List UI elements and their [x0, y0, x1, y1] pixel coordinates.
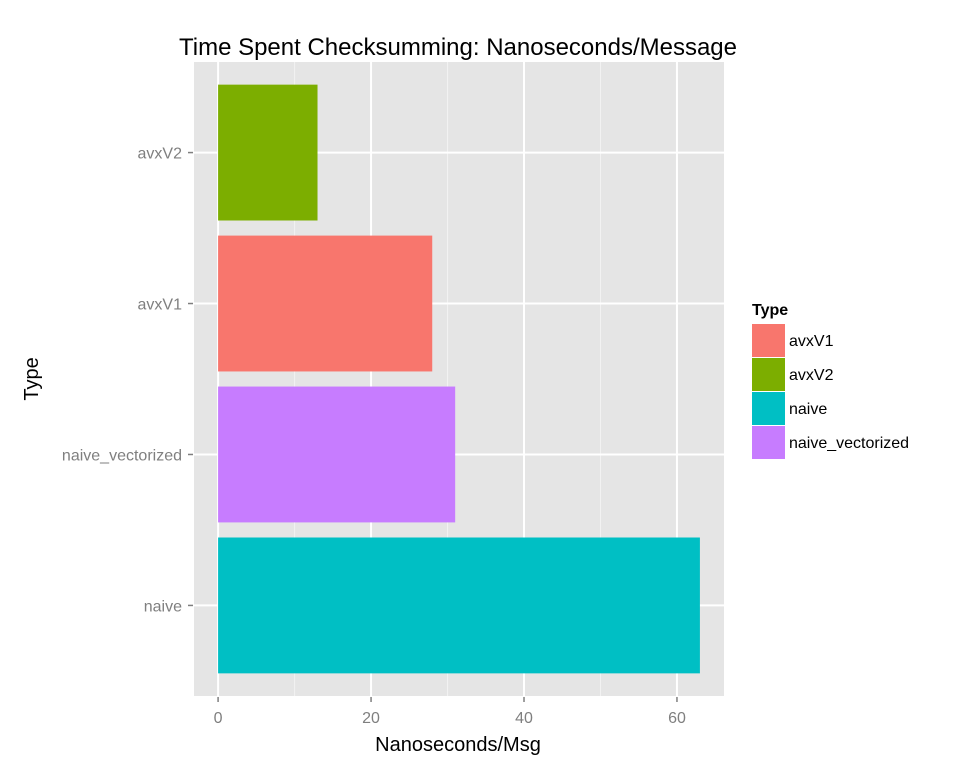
bars	[218, 84, 700, 674]
legend-label: naive	[789, 401, 827, 418]
legend-label: avxV1	[789, 333, 834, 350]
bar-naive_vectorized	[218, 386, 456, 523]
legend-key-naive	[752, 392, 785, 425]
y-tick-label: naive_vectorized	[62, 447, 182, 464]
legend-key-avxV1	[752, 324, 785, 357]
legend-label: avxV2	[789, 367, 834, 384]
y-tick-label: avxV1	[138, 297, 183, 314]
x-axis: 0 20 40 60	[214, 697, 686, 727]
y-tick-label: avxV2	[138, 146, 183, 163]
x-tick-label: 0	[214, 710, 223, 727]
chart-title: Time Spent Checksumming: Nanoseconds/Mes…	[179, 34, 737, 61]
bar-naive	[218, 537, 700, 674]
bar-avxV2	[218, 84, 318, 221]
y-axis-title: Type	[21, 357, 43, 400]
bar-avxV1	[218, 235, 433, 372]
legend-key-avxV2	[752, 358, 785, 391]
legend-label: naive_vectorized	[789, 435, 909, 452]
y-tick-label: naive	[144, 598, 182, 615]
legend: Type avxV1 avxV2 naive naive_vectorized	[752, 302, 909, 459]
y-axis: naive naive_vectorized avxV1 avxV2	[62, 146, 193, 615]
legend-key-naive_vectorized	[752, 426, 785, 459]
x-axis-title: Nanoseconds/Msg	[375, 734, 541, 756]
x-tick-label: 40	[515, 710, 533, 727]
x-tick-label: 60	[668, 710, 686, 727]
x-tick-label: 20	[362, 710, 380, 727]
legend-title: Type	[752, 302, 788, 319]
